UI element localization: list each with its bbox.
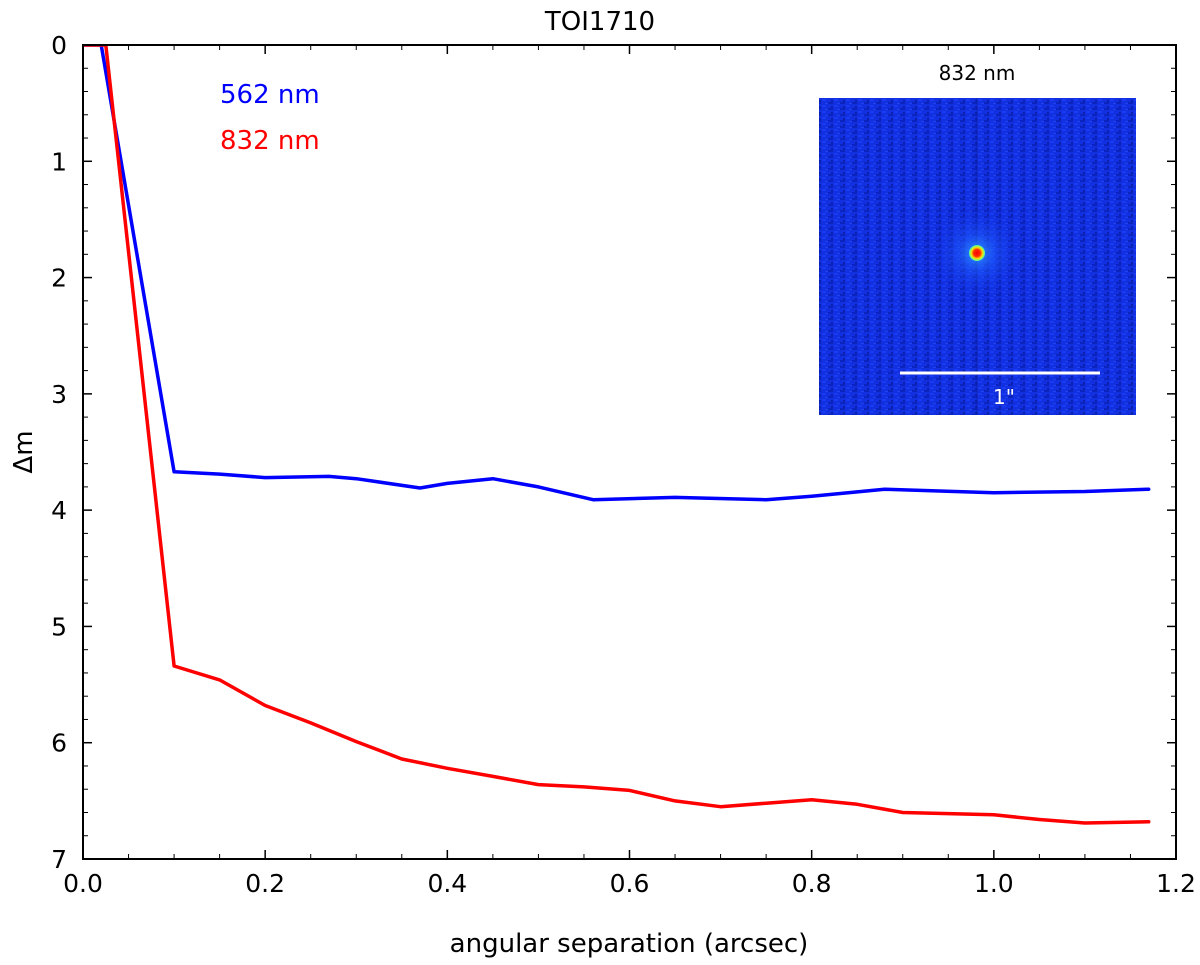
inset-point-source <box>969 245 985 261</box>
y-tick-label: 1 <box>51 147 67 176</box>
inset-image: 832 nm 1" <box>819 61 1136 415</box>
x-tick-label: 0.4 <box>427 869 467 898</box>
x-tick-label: 1.0 <box>974 869 1014 898</box>
y-axis-label: Δm <box>9 430 39 473</box>
x-tick-label: 0.0 <box>63 869 103 898</box>
chart-title: TOI1710 <box>544 7 655 37</box>
y-tick-label: 7 <box>51 845 67 874</box>
series-line-832nm <box>83 45 1151 825</box>
x-tick-label: 1.2 <box>1156 869 1196 898</box>
y-tick-label: 0 <box>51 31 67 60</box>
y-tick-label: 5 <box>51 612 67 641</box>
y-tick-label: 3 <box>51 380 67 409</box>
x-axis-label: angular separation (arcsec) <box>450 929 809 959</box>
y-tick-label: 4 <box>51 496 67 525</box>
x-tick-label: 0.6 <box>610 869 650 898</box>
y-tick-label: 6 <box>51 729 67 758</box>
y-tick-label: 2 <box>51 264 67 293</box>
legend-entry-832nm: 832 nm <box>220 126 320 156</box>
plot-frame <box>82 44 1177 860</box>
series-line-562nm <box>83 45 1151 502</box>
inset-scale-bar-label: 1" <box>993 385 1015 409</box>
inset-label: 832 nm <box>939 61 1016 85</box>
series-layer <box>83 45 1151 825</box>
axis-tick-labels: 0.0 0.2 0.4 0.6 0.8 1.0 1.2 0 1 2 3 4 5 6 7 <box>51 31 1196 898</box>
legend-entry-562nm: 562 nm <box>220 80 320 110</box>
x-tick-label: 0.8 <box>792 869 832 898</box>
x-tick-label: 0.2 <box>245 869 285 898</box>
